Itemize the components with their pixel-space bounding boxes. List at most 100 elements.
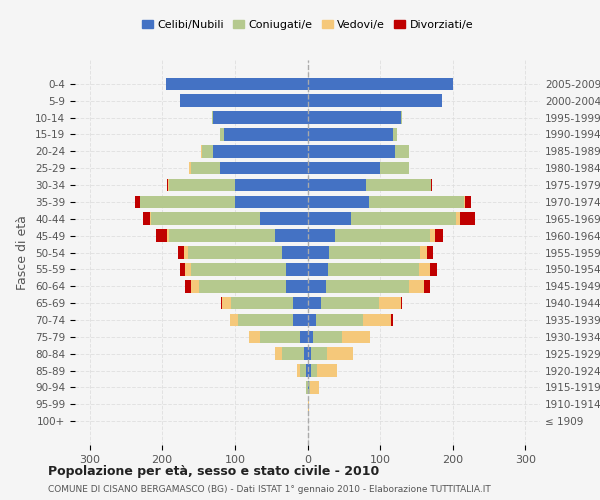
Bar xyxy=(300,364,306,377)
Y-axis label: Fasce di età: Fasce di età xyxy=(16,215,29,290)
Bar xyxy=(169,230,275,242)
Bar xyxy=(213,145,308,158)
Bar xyxy=(401,111,402,124)
Bar xyxy=(199,280,286,292)
Bar xyxy=(213,111,308,124)
Bar xyxy=(238,314,293,326)
Bar xyxy=(310,381,319,394)
Bar xyxy=(296,364,300,377)
Bar xyxy=(191,162,220,174)
Bar xyxy=(379,297,401,310)
Bar xyxy=(401,297,402,310)
Bar xyxy=(431,178,433,192)
Bar xyxy=(167,178,168,192)
Bar xyxy=(308,145,395,158)
Bar xyxy=(326,280,409,292)
Bar xyxy=(409,280,424,292)
Bar xyxy=(191,263,286,276)
Bar xyxy=(308,280,326,292)
Bar xyxy=(427,246,433,259)
Bar xyxy=(335,230,430,242)
Bar xyxy=(308,196,369,208)
Bar xyxy=(419,263,430,276)
Bar xyxy=(185,263,191,276)
Bar xyxy=(306,364,308,377)
Bar xyxy=(308,212,351,225)
Bar xyxy=(436,230,443,242)
Bar xyxy=(343,330,370,343)
Bar xyxy=(200,145,202,158)
Bar xyxy=(157,230,167,242)
Bar xyxy=(185,280,191,292)
Bar xyxy=(308,263,328,276)
Bar xyxy=(293,314,308,326)
Bar xyxy=(365,178,431,192)
Bar xyxy=(351,212,457,225)
Bar xyxy=(300,330,308,343)
Bar xyxy=(391,314,392,326)
Bar xyxy=(286,280,308,292)
Bar xyxy=(369,196,464,208)
Bar xyxy=(224,128,308,141)
Bar xyxy=(220,128,224,141)
Bar xyxy=(465,196,471,208)
Bar xyxy=(308,381,309,394)
Bar xyxy=(308,398,309,410)
Bar xyxy=(221,297,223,310)
Bar xyxy=(308,364,311,377)
Bar xyxy=(220,162,308,174)
Bar xyxy=(282,246,308,259)
Bar xyxy=(430,263,437,276)
Bar xyxy=(293,297,308,310)
Bar xyxy=(393,128,397,141)
Bar xyxy=(286,263,308,276)
Bar xyxy=(308,348,311,360)
Bar xyxy=(168,178,169,192)
Bar xyxy=(308,246,329,259)
Bar xyxy=(231,297,293,310)
Bar xyxy=(191,280,199,292)
Bar xyxy=(308,314,316,326)
Bar xyxy=(212,111,213,124)
Bar xyxy=(430,230,436,242)
Bar xyxy=(306,381,308,394)
Bar xyxy=(460,212,475,225)
Text: COMUNE DI CISANO BERGAMASCO (BG) - Dati ISTAT 1° gennaio 2010 - Elaborazione TUT: COMUNE DI CISANO BERGAMASCO (BG) - Dati … xyxy=(48,485,491,494)
Bar xyxy=(316,314,364,326)
Bar xyxy=(308,297,320,310)
Bar xyxy=(181,94,308,107)
Bar xyxy=(184,246,188,259)
Bar xyxy=(308,162,380,174)
Bar xyxy=(169,178,235,192)
Bar xyxy=(235,178,308,192)
Bar xyxy=(464,196,465,208)
Bar xyxy=(230,314,238,326)
Bar xyxy=(151,212,260,225)
Bar xyxy=(178,246,184,259)
Bar xyxy=(250,330,260,343)
Bar xyxy=(329,246,420,259)
Text: Popolazione per età, sesso e stato civile - 2010: Popolazione per età, sesso e stato civil… xyxy=(48,465,379,478)
Bar xyxy=(317,364,337,377)
Bar xyxy=(364,314,391,326)
Bar xyxy=(166,78,308,90)
Bar xyxy=(304,348,308,360)
Legend: Celibi/Nubili, Coniugati/e, Vedovi/e, Divorziati/e: Celibi/Nubili, Coniugati/e, Vedovi/e, Di… xyxy=(137,16,478,34)
Bar xyxy=(313,330,343,343)
Bar xyxy=(311,348,327,360)
Bar xyxy=(223,297,231,310)
Bar xyxy=(327,348,353,360)
Bar xyxy=(380,162,409,174)
Bar xyxy=(308,111,401,124)
Bar xyxy=(260,330,300,343)
Bar xyxy=(143,212,150,225)
Bar xyxy=(395,145,409,158)
Bar xyxy=(308,128,393,141)
Bar xyxy=(202,145,213,158)
Bar xyxy=(275,230,308,242)
Bar xyxy=(320,297,379,310)
Bar xyxy=(134,196,140,208)
Bar xyxy=(308,230,335,242)
Bar xyxy=(311,364,317,377)
Bar xyxy=(260,212,308,225)
